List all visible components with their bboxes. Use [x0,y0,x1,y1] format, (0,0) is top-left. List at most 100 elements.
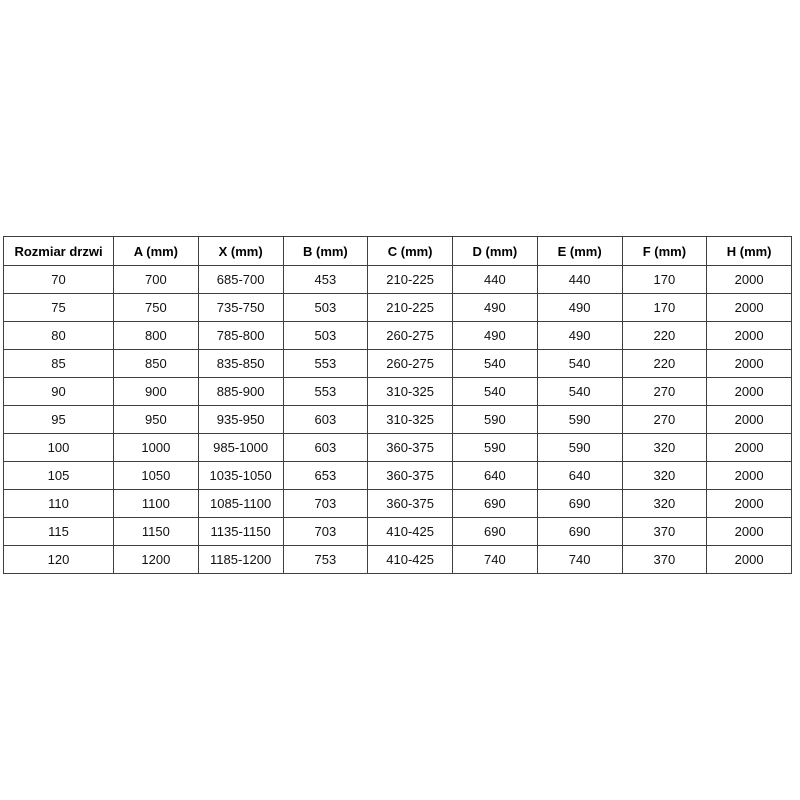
table-cell: 490 [452,293,538,322]
table-cell: 750 [113,293,199,322]
table-cell: 320 [621,433,708,462]
table-cell: 2000 [706,405,792,434]
table-cell: 690 [536,489,623,518]
table-cell: 1200 [113,545,199,574]
table-cell: 440 [536,265,623,294]
table-cell: 653 [282,461,369,490]
table-cell: 360-375 [367,433,453,462]
table-row: 120 1200 1185-1200 753 410-425 740 740 3… [3,545,792,574]
table-cell: 320 [621,489,708,518]
table-cell: 700 [113,265,199,294]
table-cell: 2000 [706,377,792,406]
table-cell: 70 [3,265,114,294]
table-cell: 703 [282,489,369,518]
table-cell: 220 [621,321,708,350]
table-cell: 260-275 [367,321,453,350]
table-cell: 210-225 [367,293,453,322]
table-cell: 2000 [706,265,792,294]
table-cell: 440 [452,265,538,294]
table-cell: 835-850 [197,349,284,378]
table-cell: 310-325 [367,377,453,406]
table-cell: 850 [113,349,199,378]
table-cell: 270 [621,405,708,434]
table-cell: 75 [3,293,114,322]
table-cell: 170 [621,265,708,294]
table-row: 110 1100 1085-1100 703 360-375 690 690 3… [3,489,792,518]
table-cell: 540 [536,349,623,378]
column-header-e-mm: E (mm) [536,236,623,266]
table-cell: 1100 [113,489,199,518]
table-cell: 490 [536,321,623,350]
table-cell: 1085-1100 [197,489,284,518]
table-row: 90 900 885-900 553 310-325 540 540 270 2… [3,377,792,406]
table-cell: 105 [3,461,114,490]
table-cell: 80 [3,321,114,350]
table-cell: 950 [113,405,199,434]
table-cell: 410-425 [367,545,453,574]
table-row: 100 1000 985-1000 603 360-375 590 590 32… [3,433,792,462]
table-cell: 95 [3,405,114,434]
table-cell: 1135-1150 [197,517,284,546]
table-cell: 740 [452,545,538,574]
column-header-x-mm: X (mm) [197,236,284,266]
table-cell: 2000 [706,461,792,490]
table-cell: 703 [282,517,369,546]
table-cell: 370 [621,517,708,546]
table-cell: 640 [536,461,623,490]
table-cell: 270 [621,377,708,406]
table-cell: 1000 [113,433,199,462]
table-cell: 110 [3,489,114,518]
table-cell: 753 [282,545,369,574]
table-cell: 490 [452,321,538,350]
table-cell: 210-225 [367,265,453,294]
table-cell: 785-800 [197,321,284,350]
door-size-spec-table: Rozmiar drzwi A (mm) X (mm) B (mm) C (mm… [3,236,792,574]
column-header-a-mm: A (mm) [113,236,199,266]
table-cell: 640 [452,461,538,490]
table-cell: 310-325 [367,405,453,434]
table-header: Rozmiar drzwi A (mm) X (mm) B (mm) C (mm… [3,236,792,266]
table-cell: 590 [536,433,623,462]
table-cell: 2000 [706,293,792,322]
table-cell: 2000 [706,489,792,518]
table-cell: 735-750 [197,293,284,322]
table-cell: 320 [621,461,708,490]
table-cell: 885-900 [197,377,284,406]
table-cell: 590 [536,405,623,434]
table-row: 70 700 685-700 453 210-225 440 440 170 2… [3,265,792,294]
table-cell: 1185-1200 [197,545,284,574]
table-cell: 370 [621,545,708,574]
table-cell: 603 [282,405,369,434]
table-body: 70 700 685-700 453 210-225 440 440 170 2… [3,265,792,574]
table-cell: 985-1000 [197,433,284,462]
column-header-c-mm: C (mm) [367,236,453,266]
table-row: 105 1050 1035-1050 653 360-375 640 640 3… [3,461,792,490]
table-cell: 360-375 [367,489,453,518]
table-cell: 800 [113,321,199,350]
column-header-rozmiar-drzwi: Rozmiar drzwi [3,236,114,266]
table-cell: 453 [282,265,369,294]
table-cell: 2000 [706,517,792,546]
table-header-row: Rozmiar drzwi A (mm) X (mm) B (mm) C (mm… [3,236,792,266]
table-cell: 503 [282,293,369,322]
table-cell: 2000 [706,349,792,378]
column-header-f-mm: F (mm) [621,236,708,266]
table-cell: 115 [3,517,114,546]
table-cell: 900 [113,377,199,406]
table-cell: 685-700 [197,265,284,294]
table-cell: 260-275 [367,349,453,378]
table-cell: 410-425 [367,517,453,546]
table-cell: 1035-1050 [197,461,284,490]
table-cell: 220 [621,349,708,378]
table-cell: 540 [452,349,538,378]
table-cell: 100 [3,433,114,462]
table-cell: 503 [282,321,369,350]
table-cell: 360-375 [367,461,453,490]
table-cell: 490 [536,293,623,322]
table-cell: 690 [536,517,623,546]
table-row: 80 800 785-800 503 260-275 490 490 220 2… [3,321,792,350]
table-cell: 1050 [113,461,199,490]
table-cell: 2000 [706,545,792,574]
table-cell: 2000 [706,321,792,350]
table-cell: 590 [452,433,538,462]
